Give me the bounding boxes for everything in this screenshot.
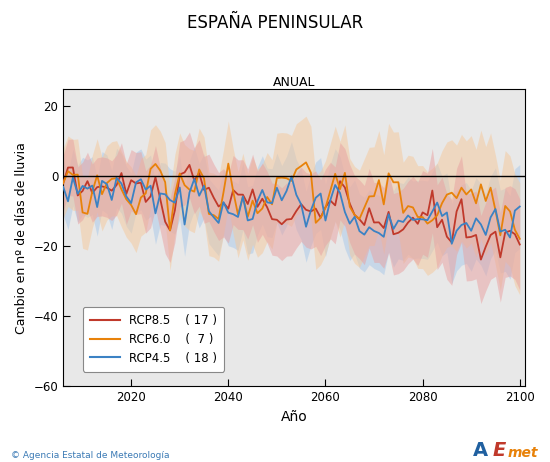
Title: ANUAL: ANUAL — [273, 76, 315, 89]
Y-axis label: Cambio en nº de días de lluvia: Cambio en nº de días de lluvia — [15, 142, 28, 334]
Text: A: A — [473, 441, 488, 460]
Legend: RCP8.5    ( 17 ), RCP6.0    (  7 ), RCP4.5    ( 18 ): RCP8.5 ( 17 ), RCP6.0 ( 7 ), RCP4.5 ( 18… — [83, 307, 224, 371]
X-axis label: Año: Año — [280, 410, 307, 424]
Text: © Agencia Estatal de Meteorología: © Agencia Estatal de Meteorología — [11, 451, 169, 460]
Text: ESPAÑA PENINSULAR: ESPAÑA PENINSULAR — [187, 14, 363, 32]
Text: met: met — [507, 446, 537, 460]
Text: E: E — [492, 441, 505, 460]
